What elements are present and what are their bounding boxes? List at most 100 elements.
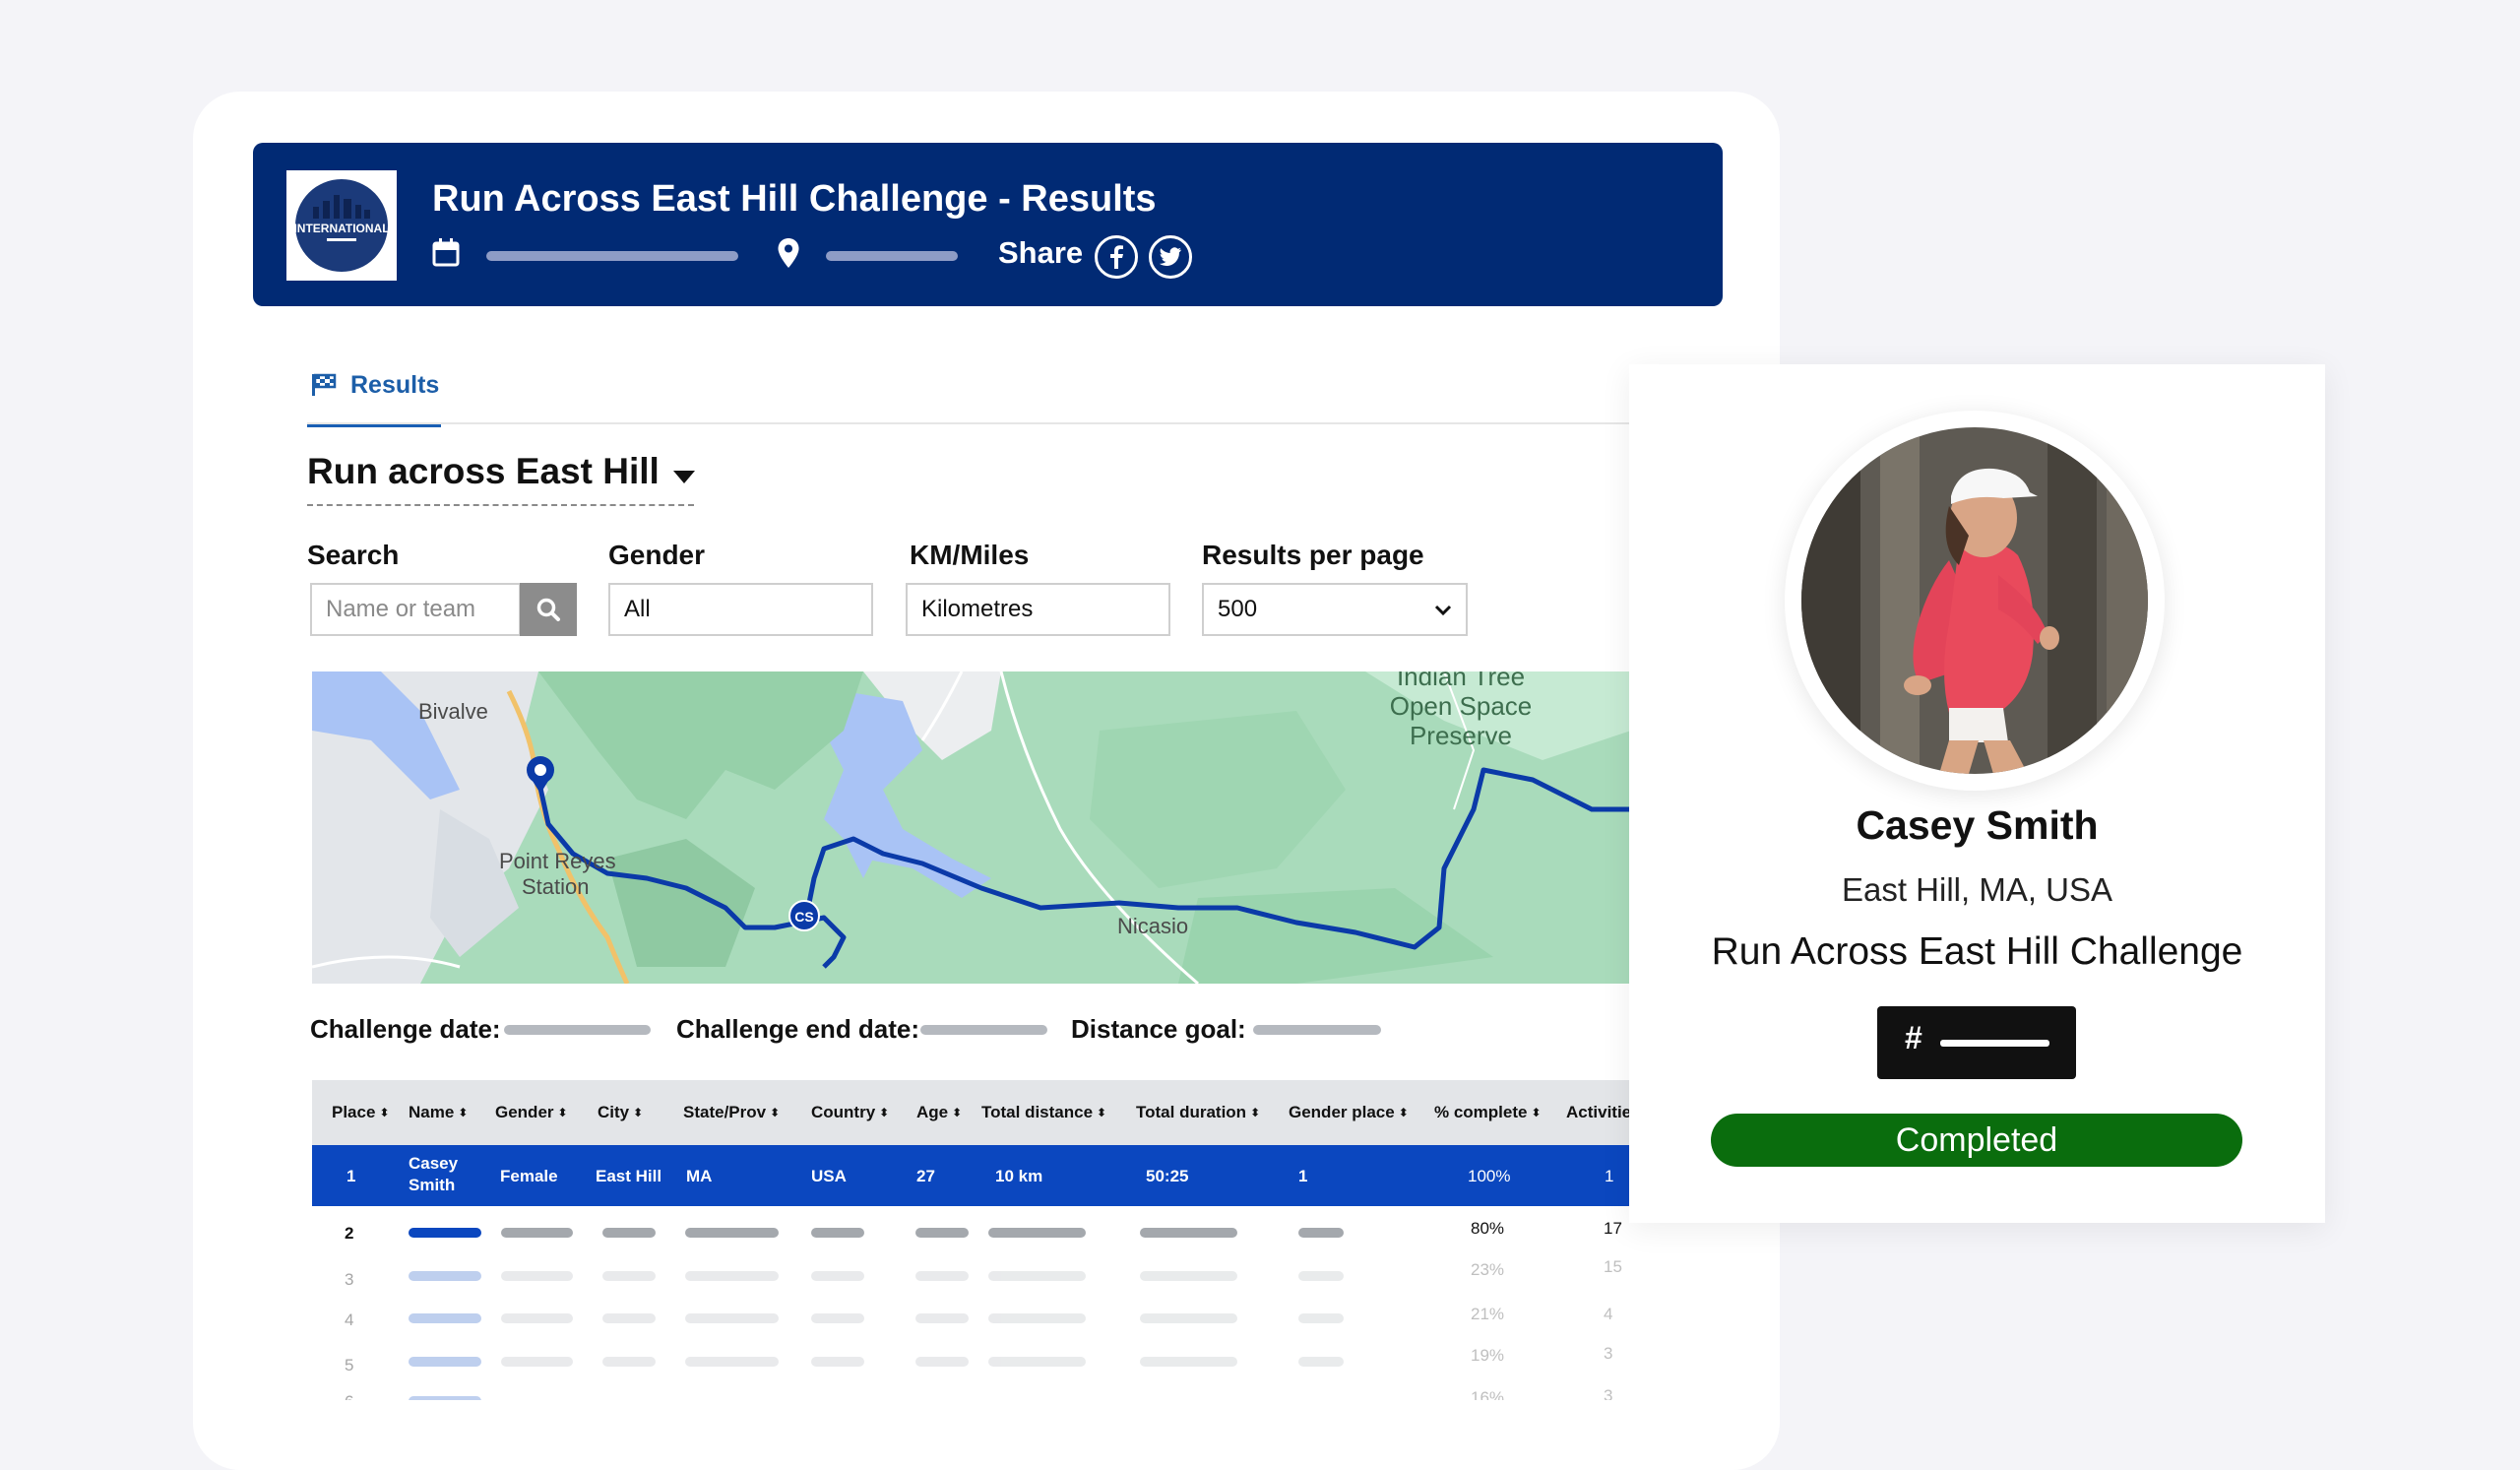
column-header-city[interactable]: City ⬍ [598, 1103, 644, 1121]
column-header-total-distance[interactable]: Total distance ⬍ [981, 1103, 1107, 1121]
cell-complete: 80% [1471, 1219, 1505, 1238]
cell-age: 27 [916, 1167, 935, 1185]
results-per-page-select[interactable]: 500 [1202, 583, 1468, 636]
cell-complete: 23% [1471, 1260, 1505, 1279]
bib-number-badge: # [1877, 1006, 2076, 1079]
cell-complete: 16% [1471, 1388, 1505, 1400]
cell-activities: 4 [1604, 1305, 1613, 1323]
cell-complete: 19% [1471, 1346, 1505, 1365]
participant-event: Run Across East Hill Challenge [1711, 930, 2243, 973]
gender-field[interactable]: All [608, 583, 873, 636]
map-label-indian-tree: Indian Tree [1397, 671, 1525, 691]
participant-marker[interactable]: CS [788, 900, 820, 931]
challenge-end-date-label: Challenge end date: [676, 1014, 920, 1044]
units-label: KM/Miles [910, 540, 1030, 570]
cell-activities: 17 [1604, 1219, 1622, 1238]
results-table-header: Place ⬍ Name ⬍ Gender ⬍ City ⬍ State/Prov ⬍ C… [312, 1080, 1631, 1145]
challenge-end-date-placeholder [920, 1025, 1047, 1035]
participant-location: East Hill, MA, USA [1841, 871, 2113, 908]
participant-name: Casey Smith [1856, 802, 2099, 848]
units-field[interactable]: Kilometres [906, 583, 1170, 636]
event-header: INTERNATIONAL Run Across East Hill Chall… [253, 143, 1723, 306]
challenge-date-placeholder [504, 1025, 651, 1035]
sort-icon: ⬍ [1531, 1106, 1542, 1119]
sort-icon: ⬍ [1097, 1106, 1107, 1119]
map-label-preserve: Preserve [1410, 721, 1512, 750]
cell-place: 4 [345, 1310, 354, 1329]
column-header-gender-place[interactable]: Gender place ⬍ [1289, 1103, 1409, 1121]
sort-icon: ⬍ [1250, 1106, 1261, 1119]
column-header-name[interactable]: Name ⬍ [409, 1103, 469, 1121]
tab-results[interactable]: Results [307, 369, 441, 427]
cell-duration: 50:25 [1146, 1167, 1189, 1185]
cell-place: 6 [345, 1392, 353, 1400]
checkered-flag-icon [311, 373, 337, 404]
map-label-station: Station [522, 874, 590, 899]
event-dropdown[interactable]: Run across East Hill [307, 451, 695, 506]
map-label-point-reyes: Point Reyes [499, 849, 616, 873]
participant-profile-card: Casey Smith East Hill, MA, USA Run Acros… [1629, 364, 2325, 1223]
cell-place: 3 [345, 1270, 354, 1289]
date-placeholder [486, 251, 738, 261]
results-per-page-label: Results per page [1202, 540, 1424, 570]
route-map[interactable]: CS Bivalve Point Reyes Station Nicasio I… [312, 671, 1631, 984]
cell-complete: 100% [1468, 1167, 1511, 1185]
cell-gender: Female [500, 1167, 558, 1185]
distance-goal-label: Distance goal: [1071, 1014, 1246, 1044]
column-header-state[interactable]: State/Prov ⬍ [683, 1103, 781, 1121]
event-dropdown-value: Run across East Hill [307, 451, 660, 491]
search-label: Search [307, 540, 400, 570]
map-label-open-space: Open Space [1390, 691, 1533, 721]
cell-activities: 3 [1604, 1344, 1613, 1363]
column-header-gender[interactable]: Gender ⬍ [495, 1103, 568, 1121]
search-input[interactable]: Name or team [310, 583, 521, 636]
cell-city: East Hill [596, 1167, 662, 1185]
tab-divider [307, 422, 1631, 424]
share-label: Share [998, 235, 1084, 270]
event-logo: INTERNATIONAL [286, 170, 397, 281]
table-row[interactable]: 6 16% 3 [0, 1382, 1673, 1400]
sort-icon: ⬍ [557, 1106, 568, 1119]
map-label-bivalve: Bivalve [418, 699, 488, 724]
search-icon [536, 598, 560, 621]
column-header-activities[interactable]: Activities [1566, 1103, 1631, 1121]
cell-distance: 10 km [995, 1167, 1043, 1185]
challenge-date-label: Challenge date: [310, 1014, 501, 1044]
sort-icon: ⬍ [633, 1106, 644, 1119]
column-header-age[interactable]: Age ⬍ [916, 1103, 963, 1121]
cell-place: 1 [346, 1167, 356, 1185]
cell-country: USA [811, 1167, 847, 1185]
tab-results-label: Results [350, 371, 440, 399]
sort-icon: ⬍ [1398, 1106, 1409, 1119]
facebook-share-button[interactable] [1095, 235, 1138, 279]
sort-icon: ⬍ [458, 1106, 469, 1119]
search-button[interactable] [520, 583, 577, 636]
gender-label: Gender [608, 540, 706, 570]
column-header-place[interactable]: Place ⬍ [332, 1103, 390, 1121]
twitter-share-button[interactable] [1149, 235, 1192, 279]
cell-gender-place: 1 [1298, 1167, 1308, 1185]
cell-complete: 21% [1471, 1305, 1505, 1323]
route-start-pin[interactable] [527, 756, 554, 794]
facebook-icon [1110, 245, 1123, 269]
calendar-icon [432, 237, 460, 272]
table-row-highlighted[interactable]: 1 Casey Smith Female East Hill MA USA 27 … [312, 1145, 1631, 1206]
marker-initials: CS [794, 909, 813, 925]
status-badge: Completed [1711, 1114, 2242, 1167]
participant-photo [1801, 427, 2148, 774]
sort-icon: ⬍ [879, 1106, 890, 1119]
column-header-total-duration[interactable]: Total duration ⬍ [1136, 1103, 1261, 1121]
cell-activities: 15 [1604, 1257, 1622, 1276]
cell-name[interactable]: Casey Smith [409, 1154, 459, 1194]
sort-icon: ⬍ [952, 1106, 963, 1119]
bib-hash: # [1905, 1020, 1922, 1055]
column-header-complete[interactable]: % complete ⬍ [1434, 1103, 1542, 1121]
map-label-nicasio: Nicasio [1117, 914, 1188, 938]
chevron-down-icon [1434, 585, 1452, 634]
avatar [1785, 411, 2165, 791]
cell-state: MA [686, 1167, 713, 1185]
location-pin-icon [777, 237, 800, 274]
cell-activities: 3 [1604, 1386, 1613, 1400]
column-header-country[interactable]: Country ⬍ [811, 1103, 890, 1121]
caret-down-icon [673, 471, 695, 483]
